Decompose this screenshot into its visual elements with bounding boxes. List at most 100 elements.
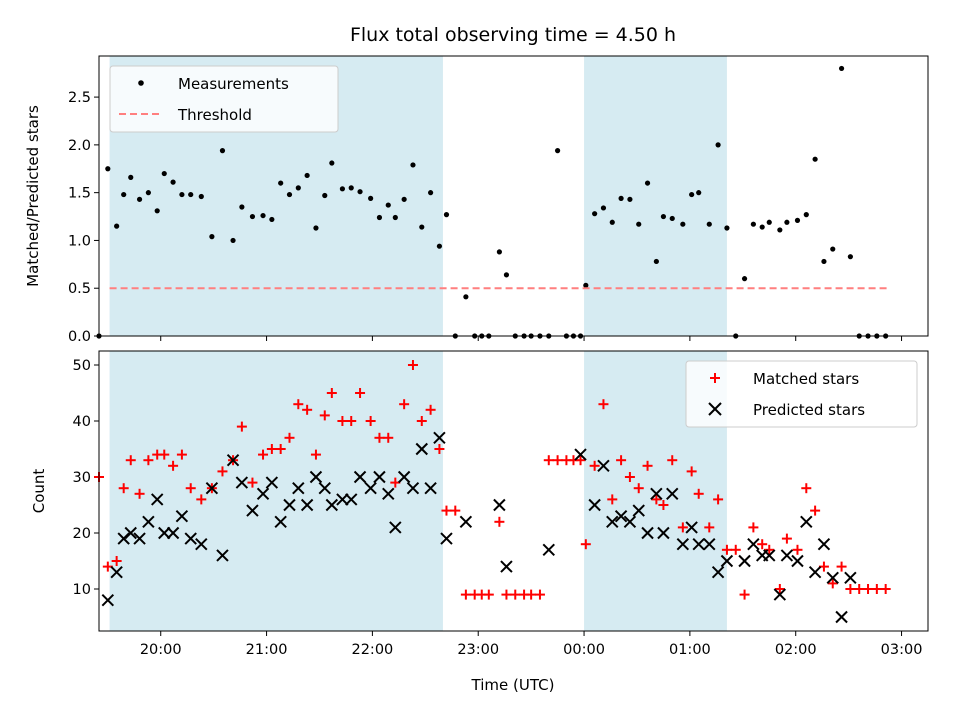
measurement-point [392, 214, 398, 221]
measurement-point [715, 142, 721, 148]
matched-star-point [434, 444, 445, 454]
matched-star-point [176, 449, 187, 460]
predicted-star-point [142, 515, 155, 529]
matched-star-point [658, 500, 669, 510]
predicted-star-point [353, 470, 367, 484]
measurement-point [339, 186, 346, 192]
matched-star-point [730, 544, 741, 555]
measurement-point [329, 160, 335, 166]
predicted-star-point [101, 593, 115, 607]
legend-measurements-marker [138, 80, 144, 86]
predicted-star-point [175, 509, 189, 523]
measurement-point [680, 221, 686, 227]
matched-star-point [667, 455, 678, 466]
matched-star-point [526, 589, 537, 600]
measurement-point [821, 258, 827, 265]
matched-star-point [159, 449, 170, 460]
legend-matched-marker [710, 373, 720, 383]
measurement-point [128, 174, 134, 180]
matched-star-point [494, 516, 505, 527]
matched-star-point [416, 416, 427, 426]
measurement-point [463, 294, 469, 300]
predicted-star-point [117, 532, 130, 545]
matched-star-point [483, 589, 494, 600]
predicted-star-point [325, 498, 339, 512]
predicted-star-point [433, 431, 446, 445]
predicted-star-point [685, 521, 698, 534]
predicted-star-point [274, 515, 287, 529]
predicted-star-point [641, 526, 654, 540]
predicted-star-point [703, 537, 716, 551]
top-axes-frame [98, 55, 929, 337]
measurement-point [496, 249, 502, 255]
predicted-star-point [808, 565, 822, 579]
x-tick-label: 20:00 [140, 642, 182, 658]
measurement-point [503, 272, 510, 278]
predicted-star-point [800, 515, 813, 529]
x-tick-label: 00:00 [563, 642, 605, 658]
predicted-star-point [588, 498, 601, 512]
y-tick-label: 10 [73, 582, 91, 598]
predicted-star-point [318, 481, 331, 495]
y-tick-label: 40 [73, 414, 91, 430]
measurement-point [696, 190, 702, 196]
shaded-interval [584, 56, 727, 336]
matched-star-point [275, 444, 286, 454]
bottom-axes-frame [98, 350, 929, 632]
measurement-point [170, 179, 176, 185]
measurement-point [249, 213, 256, 220]
x-tick-label: 02:00 [775, 642, 817, 658]
predicted-star-point [158, 526, 171, 540]
matched-star-point [441, 505, 452, 516]
matched-star-point [450, 505, 461, 516]
matched-star-point [686, 466, 697, 477]
predicted-star-point [738, 554, 751, 568]
matched-star-point [346, 416, 357, 426]
top-y-axis-label: Matched/Predicted stars [24, 105, 42, 287]
matched-star-point [337, 416, 348, 426]
matched-star-point [510, 589, 521, 600]
matched-star-point [319, 410, 330, 421]
predicted-star-point [150, 493, 164, 506]
measurement-point [784, 219, 790, 225]
predicted-star-point [440, 532, 453, 545]
matched-star-point [580, 539, 591, 550]
predicted-star-point [406, 481, 420, 495]
predicted-star-point [205, 481, 219, 495]
measurement-point [376, 214, 383, 221]
measurement-point [304, 172, 310, 179]
matched-star-point [399, 399, 410, 410]
y-tick-label: 1.0 [68, 233, 91, 249]
predicted-star-point [773, 588, 787, 601]
matched-star-point [501, 589, 512, 600]
y-tick-label: 50 [73, 358, 91, 374]
predicted-star-point [780, 549, 794, 562]
matched-star-point [818, 561, 829, 572]
matched-star-point [774, 584, 785, 594]
matched-star-point [836, 561, 847, 572]
predicted-star-point [711, 565, 725, 579]
measurement-point [322, 192, 328, 199]
predicted-star-point [256, 487, 270, 501]
measurement-point [592, 211, 598, 217]
matched-star-point [642, 460, 653, 471]
matched-star-point [217, 466, 228, 477]
measurement-point [198, 193, 204, 200]
top-legend: Measurements Threshold [109, 65, 339, 133]
matched-star-point [721, 544, 732, 555]
matched-star-point [365, 416, 376, 426]
measurement-point [348, 185, 354, 191]
y-tick-label: 1.5 [68, 186, 91, 202]
matched-star-point [616, 455, 627, 466]
measurement-point [766, 219, 772, 225]
matched-star-point [739, 589, 750, 600]
legend-measurements-label: Measurements [178, 75, 289, 93]
matched-star-point [111, 556, 122, 566]
predicted-star-point [336, 493, 349, 506]
matched-star-point [534, 589, 545, 600]
measurement-point [669, 215, 675, 222]
matched-star-point [827, 578, 838, 589]
measurement-point [660, 213, 667, 220]
predicted-star-point [844, 571, 857, 585]
